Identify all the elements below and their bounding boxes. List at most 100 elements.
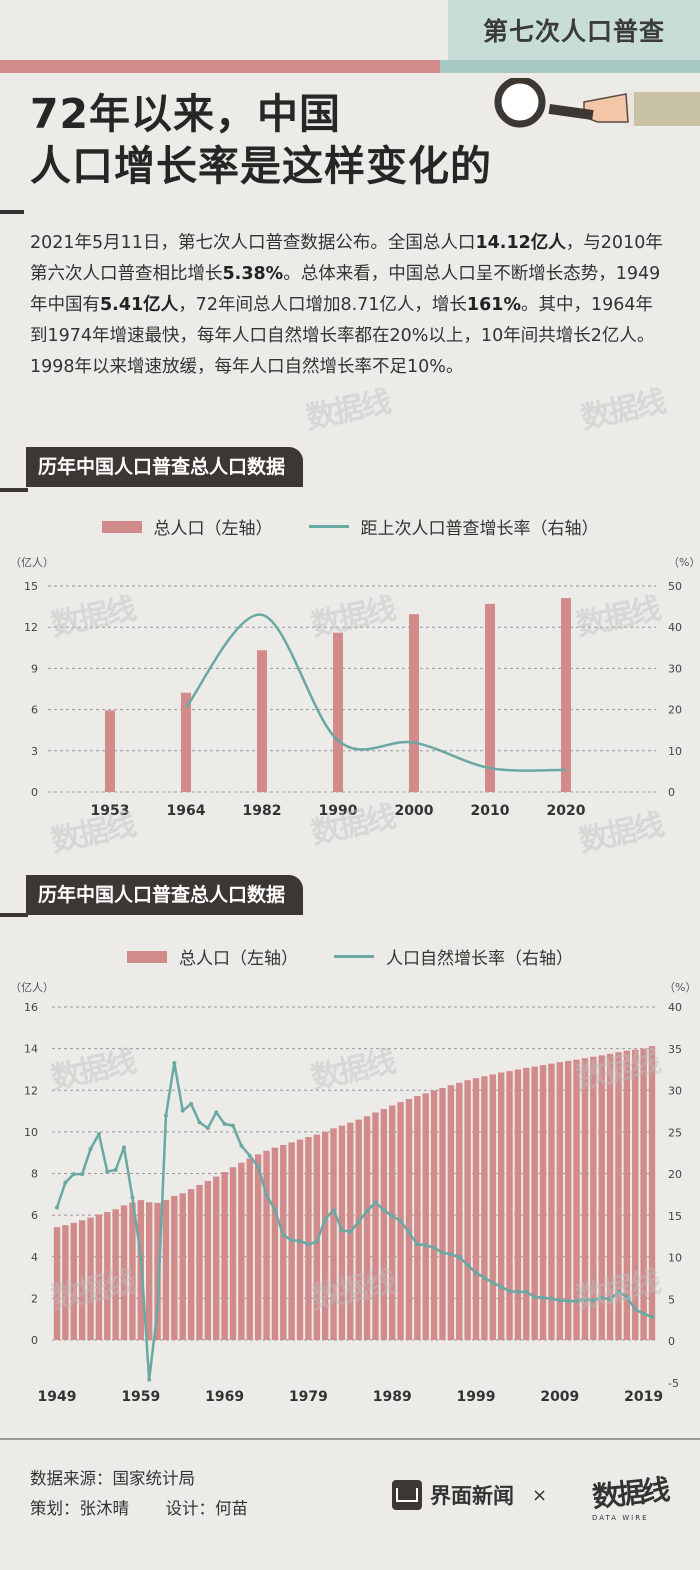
- chart2-x-tick: 1979: [289, 1389, 328, 1405]
- chart2-growth-point: [507, 1289, 512, 1294]
- chart2-growth-point: [608, 1297, 613, 1302]
- chart2-growth-point: [373, 1200, 378, 1205]
- chart2-growth-point: [138, 1253, 143, 1258]
- chart1-left-tick: 3: [31, 745, 38, 758]
- chart2-growth-point: [147, 1377, 152, 1382]
- chart2-bar: [187, 1189, 195, 1340]
- chart2-right-tick: 10: [668, 1252, 682, 1265]
- chart2-growth-point: [650, 1314, 654, 1319]
- chart2-bar: [78, 1220, 86, 1340]
- chart2-bar: [489, 1074, 496, 1340]
- chart2-bar: [506, 1071, 513, 1340]
- credits: 策划：张沐晴 设计：何苗: [30, 1495, 248, 1519]
- chart1-x-tick: 2000: [395, 803, 434, 819]
- chart2-bar: [95, 1214, 103, 1340]
- chart2-growth-point: [582, 1297, 587, 1302]
- chart2-bar: [254, 1154, 262, 1340]
- chart1-left-tick: 12: [24, 621, 38, 634]
- chart2-growth-point: [633, 1307, 638, 1312]
- intro-paragraph: 2021年5月11日，第七次人口普查数据公布。全国总人口14.12亿人，与201…: [30, 228, 670, 383]
- chart2-growth-point: [172, 1060, 177, 1065]
- chart1-left-tick: 9: [31, 662, 38, 675]
- chart2-x-tick: 1999: [457, 1389, 496, 1405]
- chart2-growth-point: [524, 1289, 529, 1294]
- brand-times: ×: [532, 1484, 548, 1506]
- chart1-bar: [105, 710, 115, 792]
- chart2-growth-point: [88, 1147, 93, 1152]
- chart2-growth-point: [96, 1132, 101, 1137]
- chart2-bar: [120, 1205, 128, 1340]
- intro-bold-3: 5.41亿人: [100, 295, 179, 315]
- chart2-bar: [497, 1072, 505, 1340]
- chart1-x-tick: 2020: [547, 803, 586, 819]
- chart1-x-tick: 1982: [243, 803, 282, 819]
- chart2-growth-point: [298, 1238, 303, 1243]
- chart2-bar: [472, 1078, 480, 1340]
- chart2-plot: （亿人） （%） 0 2 4 6 8 10 12 14 16 -5 0 5 10 15 20 25 30 35 40 19…: [10, 981, 696, 1405]
- chart1-bar: [257, 650, 267, 792]
- chart2-bar: [372, 1112, 379, 1340]
- chart2-growth-point: [566, 1299, 571, 1304]
- chart2-growth-point: [490, 1280, 495, 1285]
- chart2-right-tick: 20: [668, 1168, 682, 1181]
- legend-bar-swatch: [101, 520, 142, 533]
- chart1-right-tick: 20: [668, 704, 682, 717]
- chart1-legend-bar-label: 总人口（左轴）: [153, 519, 273, 539]
- intro-text-3: 。总体来看，中国总人口呈不断增长态势，1949年中国有: [30, 264, 661, 315]
- chart2-left-tick: 12: [24, 1084, 38, 1097]
- chart1-section-title: 历年中国人口普查总人口数据: [26, 447, 304, 487]
- intro-bold-2: 5.38%: [222, 264, 284, 284]
- chart2-growth-point: [440, 1250, 445, 1255]
- chart1-left-unit: （亿人）: [10, 556, 54, 569]
- chart2-bar: [196, 1184, 203, 1340]
- credits-plan: 策划：张沐晴: [30, 1499, 129, 1518]
- chart1-right-tick: 10: [668, 745, 682, 758]
- chart2-growth-point: [574, 1299, 579, 1304]
- chart2-bar: [548, 1063, 555, 1340]
- chart2-growth-point: [398, 1218, 403, 1223]
- chart2-section-title: 历年中国人口普查总人口数据: [26, 875, 304, 915]
- chart2-bar: [280, 1144, 287, 1340]
- chart1-legend-line-label: 距上次人口普查增长率（右轴）: [360, 519, 599, 539]
- chart2-bar: [430, 1090, 438, 1340]
- chart2-growth-point: [163, 1113, 168, 1118]
- chart1-bar: [561, 598, 571, 792]
- chart2-growth-point: [599, 1295, 604, 1300]
- chart1-bar: [333, 632, 343, 792]
- chart2-growth-point: [230, 1123, 235, 1128]
- chart2-bar: [112, 1209, 119, 1340]
- chart2-bar: [62, 1225, 69, 1340]
- chart2-bar: [355, 1119, 362, 1340]
- chart2-growth-point: [549, 1296, 554, 1301]
- chart2-bar: [523, 1067, 530, 1340]
- chart1-right-tick: 30: [668, 662, 682, 675]
- chart2-bar: [380, 1108, 388, 1340]
- chart2-bar: [263, 1150, 270, 1340]
- chart2-growth-point: [499, 1284, 504, 1289]
- chart2-growth-point: [205, 1126, 210, 1131]
- chart2-growth-point: [256, 1164, 261, 1169]
- chart2-growth-point: [365, 1208, 370, 1213]
- header-stripe-teal: [440, 60, 700, 73]
- data-source: 数据来源：国家统计局: [30, 1469, 195, 1488]
- chart2-growth-point: [306, 1242, 311, 1247]
- chart1-x-tick: 1990: [319, 803, 358, 819]
- chart2-growth-point: [180, 1108, 185, 1113]
- chart2-right-unit: （%）: [664, 981, 696, 994]
- chart2-left-tick: 8: [31, 1168, 38, 1181]
- intro-text-1: 2021年5月11日，第七次人口普查数据公布。全国总人口: [30, 233, 476, 253]
- chart1-left-tick: 15: [24, 580, 38, 593]
- chart2-bar: [590, 1056, 597, 1340]
- chart2-growth-point: [457, 1254, 462, 1259]
- chart2-growth-point: [474, 1270, 479, 1275]
- chart2-legend-bar: 总人口（左轴）: [127, 944, 298, 969]
- chart2-x-tick: 2009: [540, 1389, 579, 1405]
- legend-line-swatch: [308, 525, 349, 528]
- brand-jiemian-label: 界面新闻: [430, 1484, 514, 1508]
- chart1-bar: [485, 603, 495, 792]
- chart2-left-tick: 10: [24, 1126, 38, 1139]
- section-rule-2: [0, 913, 28, 917]
- chart2-bar: [556, 1062, 564, 1340]
- intro-bold-4: 161%: [466, 295, 521, 315]
- chart2-growth-point: [515, 1289, 520, 1294]
